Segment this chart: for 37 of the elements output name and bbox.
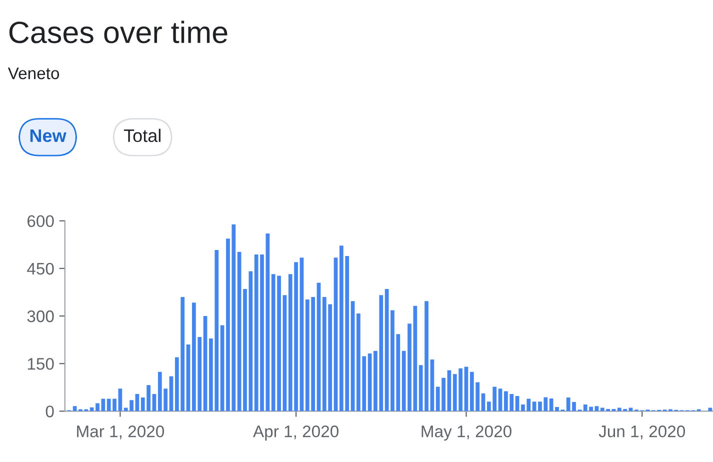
bar xyxy=(430,359,434,412)
y-tick-label: 450 xyxy=(27,262,54,275)
chart-subtitle: Veneto xyxy=(8,68,60,80)
bar xyxy=(316,282,321,412)
x-tick-label: Jun 1, 2020 xyxy=(598,426,685,440)
bar xyxy=(152,394,156,412)
bar xyxy=(498,388,502,412)
bar xyxy=(464,366,468,412)
bar xyxy=(266,234,270,412)
bar xyxy=(368,353,372,412)
bar xyxy=(300,258,304,412)
bar xyxy=(282,295,287,412)
bar xyxy=(350,301,355,412)
bar xyxy=(220,325,224,412)
bar xyxy=(384,289,389,412)
bar xyxy=(628,408,633,412)
bar xyxy=(118,388,122,412)
bar xyxy=(708,408,712,412)
bar xyxy=(72,406,77,412)
bar xyxy=(532,402,536,412)
y-tick-label: 600 xyxy=(28,215,54,228)
chart-title: Cases over time xyxy=(9,20,228,44)
text: Total xyxy=(124,128,160,142)
y-tick-label: 300 xyxy=(27,310,54,322)
x-tick-label: May 1, 2020 xyxy=(422,426,512,441)
text: New xyxy=(30,129,66,142)
bar xyxy=(135,394,140,412)
y-tick-label: 0 xyxy=(46,406,54,418)
x-tick-label: Apr 1, 2020 xyxy=(253,426,338,441)
y-tick-label: 150 xyxy=(28,358,54,370)
x-tick-label: Mar 1, 2020 xyxy=(77,426,164,440)
bar xyxy=(334,258,338,412)
bar xyxy=(186,344,190,412)
bar xyxy=(447,370,452,412)
bar xyxy=(169,376,174,412)
bar xyxy=(594,406,599,412)
bar xyxy=(203,316,208,412)
